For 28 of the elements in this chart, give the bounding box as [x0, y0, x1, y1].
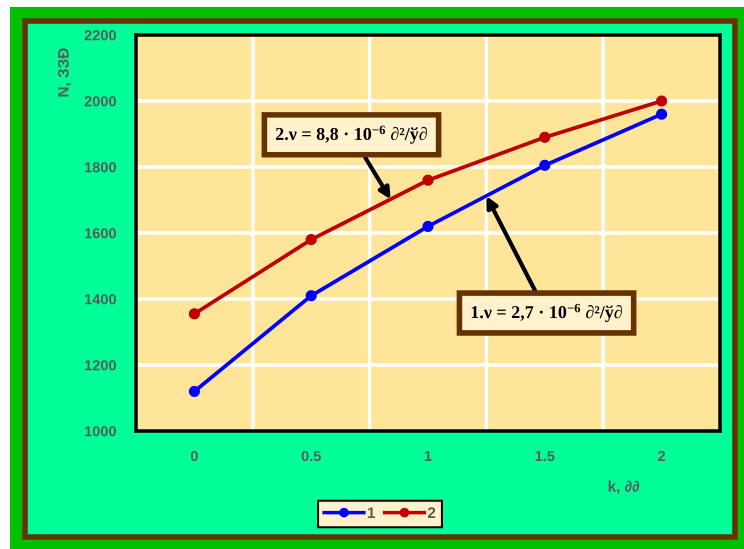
x-tick-label: 0: [190, 450, 198, 462]
legend-label: 1: [368, 507, 375, 518]
y-tick-label: 2200: [84, 30, 116, 40]
point: [422, 220, 434, 232]
point: [656, 95, 668, 107]
x-tick-label: 2: [658, 450, 666, 462]
y-tick-label: 1800: [85, 162, 116, 172]
point: [539, 132, 550, 143]
x-tick-label: 0.5: [302, 450, 321, 462]
y-tick-label: 1200: [85, 360, 116, 370]
annotation: 2.ν = 8,8 · 10$^{−6}$ ∂²/ў∂: [276, 126, 427, 144]
y-tick-label: 2000: [84, 96, 116, 106]
point: [306, 234, 317, 246]
point: [188, 308, 200, 320]
legend-label: 2: [428, 507, 436, 518]
annotation: 1.ν = 2,7 · 10$^{−6}$ ∂²/ў∂: [472, 304, 622, 322]
y-tick-label: 1600: [85, 228, 116, 238]
point: [422, 174, 434, 186]
x-tick-label: 1: [424, 450, 432, 462]
point: [188, 386, 200, 397]
x-axis-title: k, ∂∂: [608, 480, 640, 494]
y-axis-title: N, ЗЗÐ: [58, 48, 71, 96]
y-tick-label: 1000: [85, 426, 116, 436]
point: [306, 290, 317, 302]
point: [539, 160, 550, 171]
x-tick-label: 1.5: [536, 450, 555, 462]
point: [656, 108, 668, 120]
y-tick-label: 1400: [85, 294, 116, 304]
